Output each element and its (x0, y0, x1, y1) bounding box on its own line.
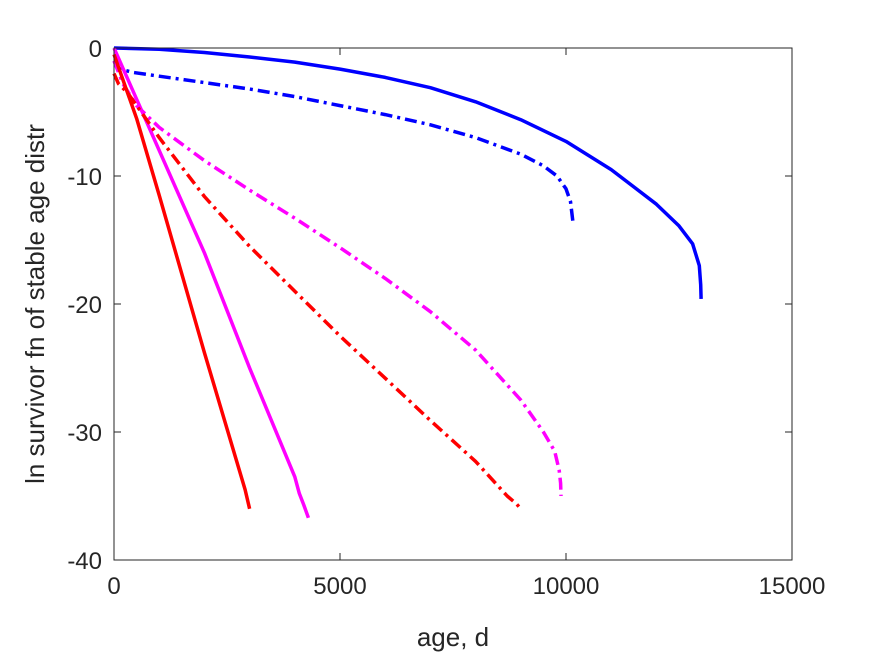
series-line-6 (112, 72, 523, 510)
y-tick-label: -40 (67, 548, 102, 575)
x-tick-label: 5000 (313, 573, 366, 600)
y-tick-label: -20 (67, 292, 102, 319)
series-line-2 (112, 59, 575, 222)
x-tick-label: 0 (107, 573, 120, 600)
y-tick-label: -10 (67, 164, 102, 191)
y-tick-label: 0 (89, 36, 102, 63)
series-line-3 (112, 47, 311, 519)
y-axis-label: ln survivor fn of stable age distr (20, 124, 50, 484)
series-line-5 (112, 53, 252, 510)
x-axis-ticks: 0 5000 10000 15000 (107, 48, 825, 600)
x-tick-label: 15000 (759, 573, 826, 600)
series-line-4 (112, 60, 563, 497)
x-axis-label: age, d (417, 622, 489, 652)
plot-frame (113, 47, 793, 561)
y-axis-ticks: 0 -10 -20 -30 -40 (67, 36, 792, 575)
x-tick-label: 10000 (533, 573, 600, 600)
y-tick-label: -30 (67, 420, 102, 447)
series-line-1 (113, 46, 703, 299)
series-layer (112, 46, 703, 519)
